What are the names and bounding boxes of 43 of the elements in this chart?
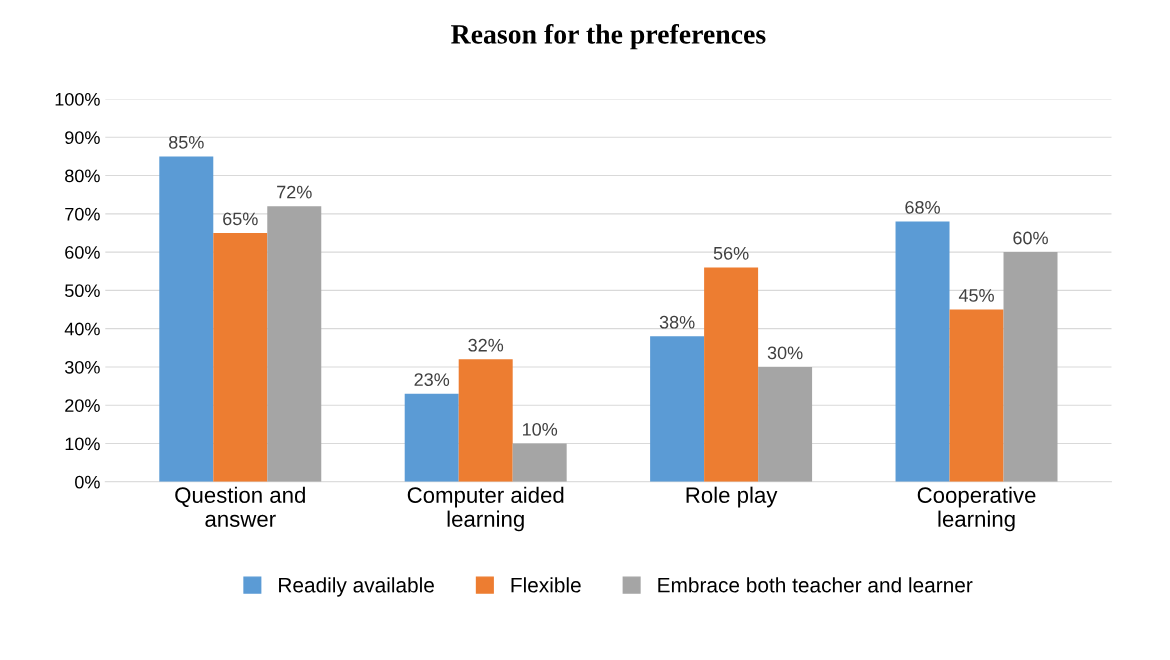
bar <box>213 232 268 482</box>
legend-label: Flexible <box>511 577 581 593</box>
y-tick-label: 60% <box>65 246 100 259</box>
legend-label: Readily available <box>279 577 434 597</box>
bar <box>512 443 567 482</box>
data-label: 10% <box>522 423 558 436</box>
bar <box>704 267 759 482</box>
bar <box>159 156 214 482</box>
x-tick-label: Question and answer <box>175 486 305 527</box>
bar <box>267 206 322 482</box>
data-label: 65% <box>223 212 258 226</box>
bar <box>1003 252 1058 482</box>
y-tick-label: 20% <box>65 399 100 412</box>
data-label: 72% <box>277 185 312 199</box>
y-tick-label: 40% <box>64 322 100 336</box>
x-tick-label: Cooperative learning <box>917 486 1036 532</box>
y-tick-label: 90% <box>65 131 100 144</box>
data-label: 85% <box>169 135 204 149</box>
data-label: 30% <box>767 346 803 360</box>
legend-label: Embrace both teacher and learner <box>658 577 973 593</box>
data-label: 45% <box>958 289 994 302</box>
x-tick-label: Computer aided learning <box>407 486 564 532</box>
bar <box>404 393 459 482</box>
bar <box>895 221 950 482</box>
data-label: 32% <box>468 338 504 352</box>
chart-title: Reason for the preferences <box>451 23 766 50</box>
data-label: 38% <box>659 315 695 329</box>
data-label: 23% <box>414 373 450 387</box>
data-label: 56% <box>713 246 749 260</box>
y-tick-label: 10% <box>65 437 100 451</box>
data-label: 68% <box>905 200 940 214</box>
y-tick-label: 0% <box>75 475 100 489</box>
bar <box>949 309 1004 482</box>
y-tick-label: 70% <box>65 207 100 221</box>
y-tick-label: 50% <box>65 284 100 298</box>
bar <box>650 336 705 482</box>
y-tick-label: 80% <box>65 169 100 183</box>
bar <box>758 366 813 482</box>
x-tick-label: Role play <box>686 486 778 508</box>
bar <box>458 359 513 482</box>
data-label: 60% <box>1013 231 1048 245</box>
y-tick-label: 100% <box>55 92 100 106</box>
y-tick-label: 30% <box>64 360 100 374</box>
